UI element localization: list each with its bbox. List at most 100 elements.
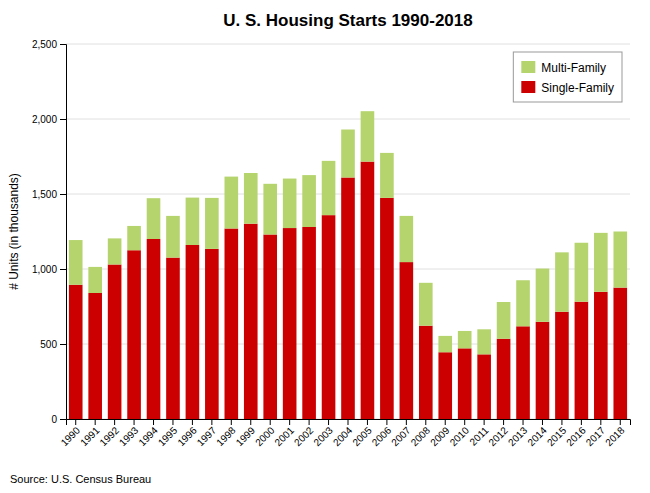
x-tick: 2014 — [525, 419, 549, 448]
x-tick-mark — [620, 419, 621, 425]
bar — [380, 198, 394, 419]
bar — [613, 288, 627, 419]
legend-swatch — [521, 61, 535, 73]
x-tick-label: 1995 — [156, 424, 180, 448]
legend-label: Multi-Family — [541, 61, 606, 75]
x-tick: 2013 — [506, 419, 530, 448]
x-tick: 2009 — [428, 419, 452, 448]
y-tick-label: 500 — [40, 339, 57, 350]
x-tick-label: 2009 — [428, 424, 452, 448]
bar — [536, 322, 550, 419]
bar — [283, 179, 297, 229]
bar-series — [69, 111, 627, 354]
x-tick-label: 1992 — [97, 424, 121, 448]
bar — [302, 175, 316, 227]
x-tick-mark — [523, 419, 524, 425]
bar — [263, 235, 277, 420]
x-tick-label: 1991 — [78, 424, 102, 448]
x-tick-mark — [231, 419, 232, 425]
x-tick-label: 2010 — [448, 424, 472, 448]
y-tick: 2,000 — [32, 114, 66, 125]
x-tick-label: 2005 — [350, 424, 374, 448]
x-tick: 2011 — [468, 419, 491, 448]
bar — [400, 262, 414, 419]
x-tick: 1991 — [78, 419, 102, 448]
bar — [477, 329, 491, 354]
x-tick-mark — [270, 419, 271, 425]
y-tick-mark — [60, 44, 66, 45]
x-tick-label: 1997 — [195, 424, 219, 448]
bar — [263, 184, 277, 235]
legend: Multi-Family Single-Family — [513, 52, 622, 102]
x-tick: 2000 — [253, 419, 277, 448]
x-tick: 2012 — [486, 419, 510, 448]
x-tick-label: 1996 — [175, 424, 199, 448]
y-tick-label: 2,000 — [32, 114, 57, 125]
y-tick-mark — [60, 119, 66, 120]
chart: 1990199119921993199419951996199719981999… — [0, 0, 650, 493]
y-tick: 500 — [40, 339, 66, 350]
bar — [594, 233, 608, 292]
bar — [186, 245, 200, 419]
x-tick: 2001 — [273, 419, 297, 448]
x-tick: 2016 — [564, 419, 588, 448]
x-tick-label: 2017 — [584, 424, 608, 448]
bar — [341, 130, 355, 178]
bar — [166, 216, 180, 258]
x-tick: 1993 — [117, 419, 141, 448]
x-tick: 2005 — [350, 419, 374, 448]
y-tick: 2,500 — [32, 39, 66, 50]
bar — [361, 111, 375, 161]
x-tick-mark — [250, 419, 251, 425]
grid-line — [66, 119, 630, 120]
x-tick-mark — [581, 419, 582, 425]
x-tick-mark — [445, 419, 446, 425]
bar — [88, 293, 102, 419]
x-tick-mark — [75, 419, 76, 425]
y-tick-label: 2,500 — [32, 39, 57, 50]
y-tick-mark — [60, 344, 66, 345]
bar — [497, 339, 511, 419]
x-tick-mark — [95, 419, 96, 425]
x-tick: 2018 — [603, 419, 627, 448]
x-tick-mark — [153, 419, 154, 425]
bar — [244, 173, 258, 224]
bar — [69, 285, 83, 419]
bar — [88, 267, 102, 293]
x-tick-mark — [600, 419, 601, 425]
source: Source: U.S. Census Bureau — [10, 473, 151, 485]
x-tick-mark — [328, 419, 329, 425]
x-tick: 2015 — [545, 419, 569, 448]
bar — [322, 215, 336, 419]
x-tick: 2008 — [409, 419, 433, 448]
y-tick-label: 1,000 — [32, 264, 57, 275]
x-tick: 2004 — [331, 419, 355, 448]
x-tick: 1995 — [156, 419, 180, 448]
bar — [477, 354, 491, 419]
bar — [458, 331, 472, 348]
bar — [186, 198, 200, 245]
x-tick-mark — [367, 419, 368, 425]
bar — [536, 269, 550, 322]
x-tick-mark — [561, 419, 562, 425]
y-tick: 1,000 — [32, 264, 66, 275]
bar — [380, 153, 394, 198]
x-tick-mark — [289, 419, 290, 425]
bar — [225, 177, 239, 229]
bar — [438, 352, 452, 419]
x-tick: 2010 — [448, 419, 472, 448]
bar — [69, 240, 83, 285]
y-tick: 0 — [51, 414, 66, 425]
x-tick-label: 2002 — [292, 424, 316, 448]
x-tick: 1992 — [97, 419, 121, 448]
bar — [575, 302, 589, 419]
x-tick: 1994 — [136, 419, 160, 448]
x-tick-label: 1998 — [214, 424, 238, 448]
bar — [244, 224, 258, 419]
bar — [516, 280, 530, 326]
legend-item: Single-Family — [521, 81, 614, 95]
x-tick-mark — [192, 419, 193, 425]
x-tick-label: 2004 — [331, 424, 355, 448]
bar — [361, 162, 375, 419]
x-tick-label: 2016 — [564, 424, 588, 448]
